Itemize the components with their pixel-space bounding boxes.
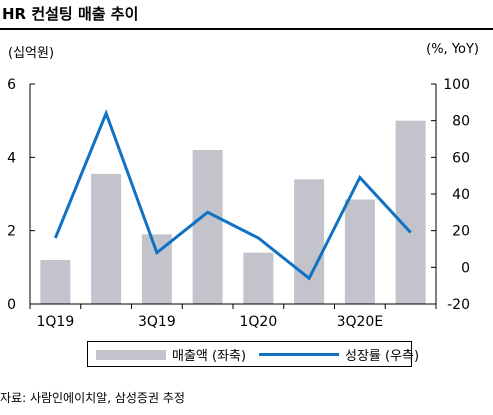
bar-4Q20E bbox=[395, 120, 426, 304]
right-tick-label: 80 bbox=[452, 114, 470, 130]
x-tick-label: 1Q20 bbox=[240, 314, 278, 330]
left-tick-label: 2 bbox=[7, 224, 16, 240]
right-tick-label: 40 bbox=[452, 187, 470, 203]
right-tick-label: -20 bbox=[447, 297, 470, 313]
bar-3Q20E bbox=[344, 199, 375, 304]
right-tick-label: 0 bbox=[461, 260, 470, 276]
axes bbox=[29, 83, 437, 309]
x-tick-label: 3Q19 bbox=[138, 314, 176, 330]
legend: 매출액 (좌축) 성장률 (우측) bbox=[87, 341, 419, 367]
line-series bbox=[53, 109, 412, 281]
bar-2Q19 bbox=[91, 173, 122, 304]
growth-line bbox=[53, 109, 412, 281]
left-tick-label: 4 bbox=[7, 150, 16, 166]
bar-series bbox=[40, 120, 426, 304]
right-tick-label: 20 bbox=[452, 224, 470, 240]
tick-labels: 0 2 4 6 -20 0 20 40 60 80 100 1Q19 3Q19 1Q20 3Q20E bbox=[7, 77, 470, 330]
x-tick-label: 3Q20E bbox=[337, 314, 384, 330]
x-tick-label: 1Q19 bbox=[37, 314, 75, 330]
legend-line-swatch bbox=[259, 353, 339, 356]
left-tick-label: 0 bbox=[7, 297, 16, 313]
right-axis-unit: (%, YoY) bbox=[426, 42, 479, 57]
right-tick-label: 100 bbox=[443, 77, 470, 93]
bar-1Q19 bbox=[40, 260, 71, 304]
left-tick-label: 6 bbox=[7, 77, 16, 93]
legend-bar-label: 매출액 (좌축) bbox=[172, 349, 247, 364]
title-divider bbox=[0, 28, 493, 30]
left-axis-unit: (십억원) bbox=[8, 46, 55, 61]
bar-4Q19 bbox=[192, 150, 223, 304]
legend-bar-swatch bbox=[96, 350, 166, 360]
chart-plot: 0 2 4 6 -20 0 20 40 60 80 100 1Q19 3Q19 1Q20 3Q20E bbox=[7, 77, 470, 330]
bar-1Q20 bbox=[243, 252, 274, 304]
bar-2Q20 bbox=[294, 179, 325, 304]
right-tick-label: 60 bbox=[452, 150, 470, 166]
source-note: 자료: 사람인에이치알, 삼성증권 추정 bbox=[0, 391, 185, 405]
chart-title: HR 컨설팅 매출 추이 bbox=[2, 5, 139, 23]
legend-line-label: 성장률 (우측) bbox=[345, 349, 420, 364]
